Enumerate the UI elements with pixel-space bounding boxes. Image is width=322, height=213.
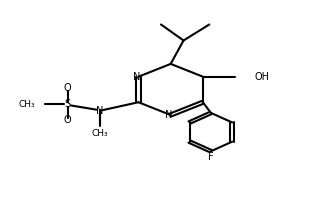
Text: N: N: [133, 72, 140, 82]
Text: CH₃: CH₃: [19, 100, 35, 109]
Text: N: N: [96, 106, 103, 116]
Text: OH: OH: [254, 72, 270, 82]
Text: CH₃: CH₃: [91, 129, 108, 138]
Text: F: F: [208, 152, 214, 162]
Text: O: O: [64, 115, 71, 125]
Text: S: S: [64, 99, 71, 109]
Text: O: O: [64, 83, 71, 93]
Text: N: N: [166, 110, 173, 120]
